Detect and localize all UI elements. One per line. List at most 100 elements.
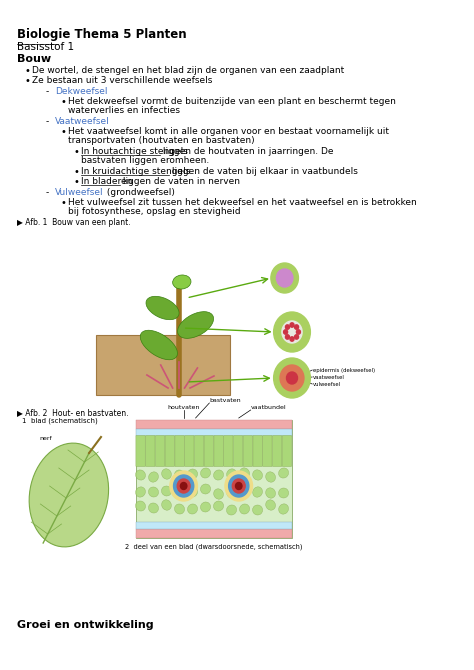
Text: liggen de houtvaten in jaarringen. De: liggen de houtvaten in jaarringen. De: [160, 147, 333, 156]
Ellipse shape: [173, 275, 191, 289]
FancyBboxPatch shape: [175, 436, 184, 466]
Ellipse shape: [146, 296, 179, 320]
Text: -: -: [46, 188, 49, 197]
Text: ▶ Afb. 1  Bouw van een plant.: ▶ Afb. 1 Bouw van een plant.: [17, 218, 130, 227]
Circle shape: [236, 482, 242, 490]
Text: Groei en ontwikkeling: Groei en ontwikkeling: [17, 620, 153, 630]
Ellipse shape: [266, 500, 275, 510]
FancyBboxPatch shape: [194, 436, 204, 466]
FancyBboxPatch shape: [165, 436, 174, 466]
Text: •: •: [73, 147, 79, 157]
Text: Vulweefsel: Vulweefsel: [55, 188, 104, 197]
FancyBboxPatch shape: [96, 335, 229, 395]
Text: (grondweefsel): (grondweefsel): [104, 188, 174, 197]
FancyBboxPatch shape: [234, 436, 243, 466]
Text: 1  blad (schematisch): 1 blad (schematisch): [22, 418, 98, 425]
Text: vaatweefsel: vaatweefsel: [313, 375, 345, 379]
Ellipse shape: [239, 488, 250, 498]
Text: •: •: [61, 97, 66, 107]
Text: vaatbundel: vaatbundel: [251, 405, 286, 410]
FancyBboxPatch shape: [136, 436, 145, 466]
FancyBboxPatch shape: [273, 436, 282, 466]
Circle shape: [286, 372, 298, 384]
Text: Ze bestaan uit 3 verschillende weefsels: Ze bestaan uit 3 verschillende weefsels: [32, 76, 212, 85]
Text: transportvaten (houtvaten en bastvaten): transportvaten (houtvaten en bastvaten): [68, 136, 255, 145]
Ellipse shape: [174, 470, 184, 480]
Text: •: •: [61, 127, 66, 137]
Circle shape: [290, 323, 294, 327]
Ellipse shape: [253, 505, 263, 515]
Ellipse shape: [266, 472, 275, 482]
Circle shape: [170, 471, 198, 501]
Text: •: •: [25, 76, 31, 86]
Circle shape: [282, 321, 302, 343]
Circle shape: [225, 471, 253, 501]
FancyBboxPatch shape: [146, 436, 155, 466]
FancyBboxPatch shape: [136, 529, 292, 538]
Text: bij fotosynthese, opslag en stevigheid: bij fotosynthese, opslag en stevigheid: [68, 207, 241, 216]
Text: •: •: [61, 198, 66, 208]
Circle shape: [285, 325, 290, 329]
Ellipse shape: [188, 504, 198, 514]
FancyBboxPatch shape: [136, 420, 292, 429]
FancyBboxPatch shape: [155, 436, 164, 466]
Ellipse shape: [148, 487, 158, 497]
Circle shape: [273, 358, 310, 398]
Text: Het dekweefsel vormt de buitenzijde van een plant en beschermt tegen: Het dekweefsel vormt de buitenzijde van …: [68, 97, 396, 106]
Text: vulweefsel: vulweefsel: [313, 381, 341, 387]
Text: Dekweefsel: Dekweefsel: [55, 87, 108, 96]
Ellipse shape: [136, 470, 146, 480]
Ellipse shape: [279, 488, 289, 498]
Ellipse shape: [253, 487, 263, 497]
Circle shape: [294, 335, 299, 339]
FancyBboxPatch shape: [136, 522, 292, 529]
Ellipse shape: [213, 501, 224, 511]
Circle shape: [271, 263, 299, 293]
Ellipse shape: [240, 468, 249, 478]
Text: liggen de vaten bij elkaar in vaatbundels: liggen de vaten bij elkaar in vaatbundel…: [169, 167, 358, 176]
Circle shape: [296, 330, 301, 334]
Circle shape: [290, 337, 294, 341]
Ellipse shape: [162, 486, 172, 496]
Ellipse shape: [201, 468, 210, 478]
Text: Basisstof 1: Basisstof 1: [17, 42, 73, 52]
Circle shape: [273, 312, 310, 352]
Ellipse shape: [162, 500, 172, 510]
FancyBboxPatch shape: [253, 436, 262, 466]
Ellipse shape: [227, 488, 237, 498]
Circle shape: [276, 269, 293, 287]
FancyBboxPatch shape: [214, 436, 223, 466]
Text: •: •: [73, 167, 79, 177]
Ellipse shape: [148, 472, 158, 482]
Ellipse shape: [188, 469, 198, 479]
Text: Biologie Thema 5 Planten: Biologie Thema 5 Planten: [17, 28, 186, 41]
Circle shape: [173, 475, 194, 497]
Text: Het vaatweefsel komt in alle organen voor en bestaat voornamelijk uit: Het vaatweefsel komt in alle organen voo…: [68, 127, 389, 136]
Text: -: -: [46, 87, 49, 96]
Ellipse shape: [174, 504, 184, 514]
Ellipse shape: [188, 487, 198, 497]
Ellipse shape: [201, 484, 210, 494]
Ellipse shape: [136, 501, 146, 511]
Text: 2  deel van een blad (dwarsdoorsnede, schematisch): 2 deel van een blad (dwarsdoorsnede, sch…: [125, 543, 303, 549]
Circle shape: [294, 325, 299, 329]
Circle shape: [232, 479, 245, 493]
Ellipse shape: [174, 489, 184, 499]
Circle shape: [283, 330, 288, 334]
Ellipse shape: [136, 487, 146, 497]
Text: ▶ Afb. 2  Hout- en bastvaten.: ▶ Afb. 2 Hout- en bastvaten.: [17, 408, 128, 417]
Ellipse shape: [214, 470, 224, 480]
Ellipse shape: [162, 469, 172, 479]
Circle shape: [285, 335, 290, 339]
Text: bastvaten: bastvaten: [210, 398, 241, 403]
Circle shape: [181, 482, 187, 490]
Ellipse shape: [227, 505, 237, 515]
Ellipse shape: [279, 504, 289, 514]
Ellipse shape: [214, 489, 223, 499]
Circle shape: [177, 479, 190, 493]
Text: -: -: [46, 117, 49, 126]
FancyBboxPatch shape: [243, 436, 253, 466]
Text: houtvaten: houtvaten: [167, 405, 200, 410]
Text: •: •: [25, 66, 31, 76]
FancyBboxPatch shape: [204, 436, 213, 466]
